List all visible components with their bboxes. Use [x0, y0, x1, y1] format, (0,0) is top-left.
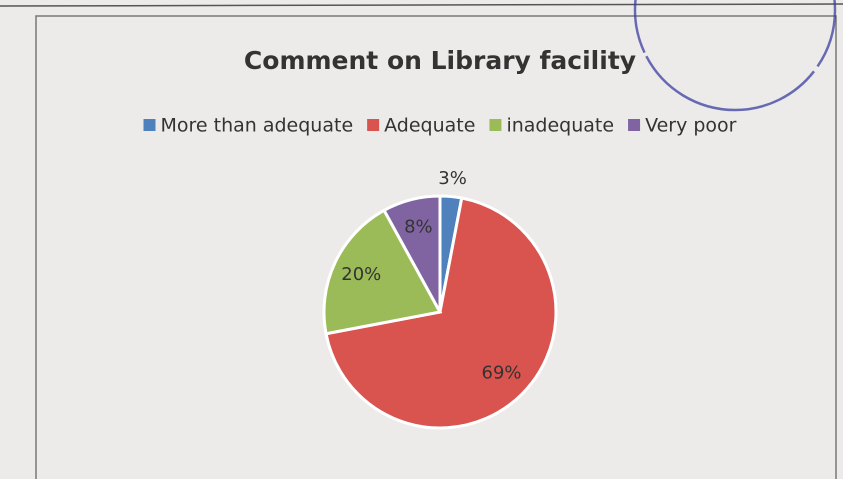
page-rule [0, 3, 843, 7]
legend-label: More than adequate [161, 115, 354, 137]
legend-swatch [489, 119, 502, 131]
stamp [633, 0, 837, 112]
pie-slice [382, 194, 442, 313]
legend-swatch [367, 119, 380, 131]
legend-swatch [628, 119, 641, 131]
data-label: 3% [438, 168, 467, 189]
pie-slice [322, 208, 443, 336]
legend-label: Very poor [645, 115, 737, 137]
pie: 3% 69% 20% 8% [322, 168, 558, 430]
data-label: 8% [404, 217, 433, 238]
chart-title: Comment on Library facility [244, 46, 636, 75]
chart-frame [35, 15, 837, 479]
legend: More than adequate Adequate inadequate Very… [143, 115, 737, 137]
data-label: 20% [341, 264, 381, 285]
data-label: 69% [482, 363, 522, 384]
legend-swatch [143, 119, 156, 131]
legend-label: Adequate [384, 115, 475, 137]
legend-label: inadequate [506, 115, 614, 137]
